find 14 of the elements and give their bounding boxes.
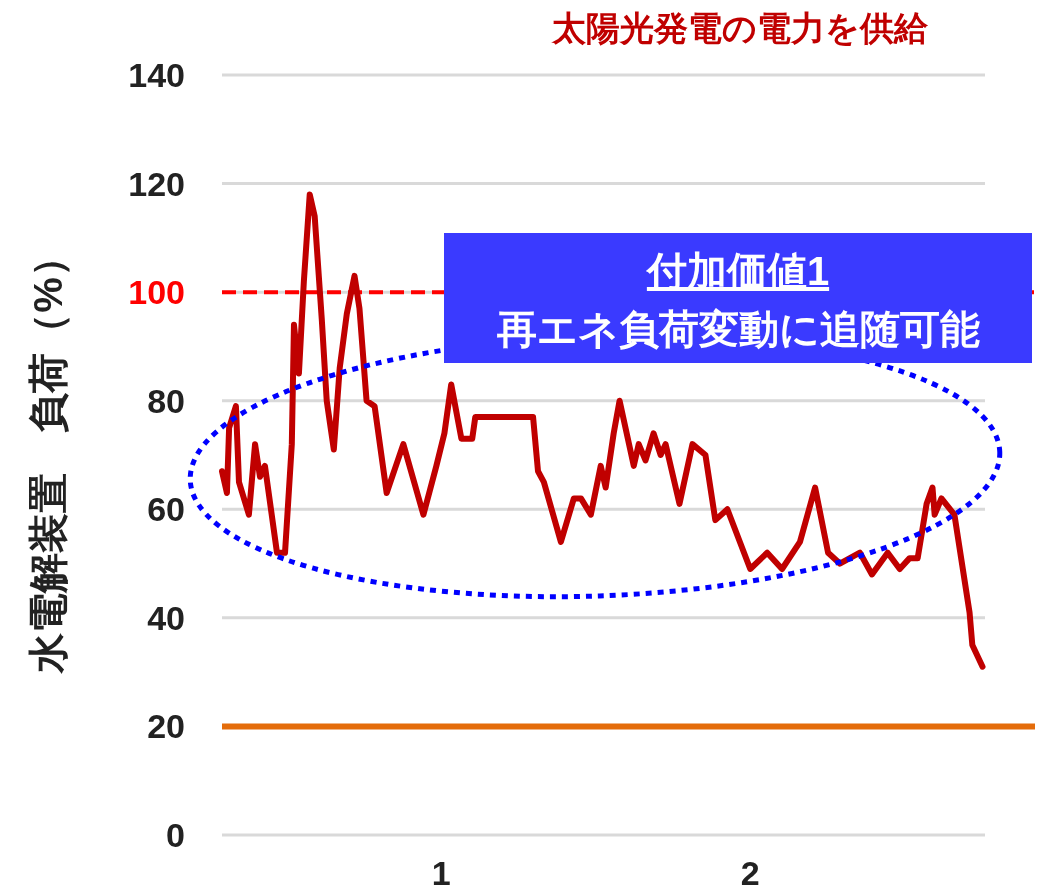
y-tick-label: 40 <box>147 598 185 637</box>
y-tick-label: 0 <box>166 816 185 854</box>
y-tick-label: 140 <box>128 56 185 94</box>
y-tick-label: 100 <box>128 273 185 312</box>
x-tick-label: 2 <box>740 854 760 892</box>
y-tick-label: 120 <box>128 164 185 203</box>
y-axis-title: 水電解装置 負荷（%） <box>26 237 70 675</box>
y-tick-label: 80 <box>147 381 185 420</box>
x-tick-label: 1 <box>431 854 451 892</box>
y-tick-label: 20 <box>147 707 185 746</box>
y-tick-label: 60 <box>147 490 185 529</box>
chart-title: 太陽光発電の電力を供給 <box>551 9 929 47</box>
annotation: 付加価値1 <box>644 249 830 293</box>
annotation: 再エネ負荷変動に追随可能 <box>495 307 980 351</box>
